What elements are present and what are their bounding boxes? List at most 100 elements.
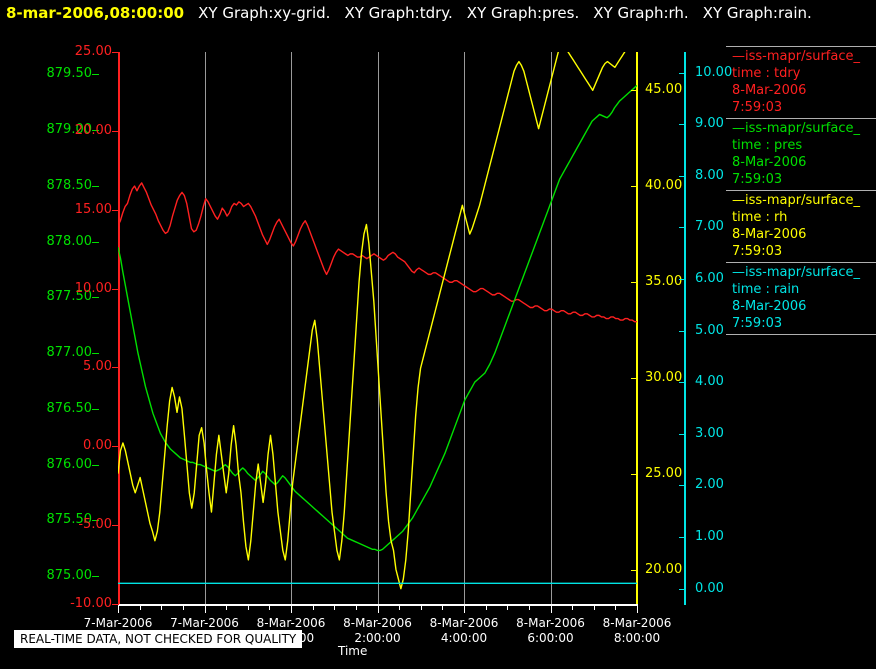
axis-tick-mark (92, 130, 99, 132)
axis-tick-mark (631, 282, 638, 283)
x-tick-time: 8:00:00 (613, 631, 661, 645)
x-tick-time: 4:00:00 (440, 631, 488, 645)
axis-tick-mark (92, 74, 99, 76)
axis-tick-label-pres: 879.50 (46, 66, 93, 82)
axis-tick-mark (92, 464, 99, 466)
x-axis-tick-label: 8-Mar-2006 6:00:00 (491, 616, 611, 646)
legend-entry-rh[interactable]: —iss-mapr/surface_ time : rh 8-Mar-2006 7:5… (726, 191, 876, 262)
axis-tick-mark (112, 525, 119, 527)
axis-tick-label-pres: 876.00 (46, 456, 93, 472)
axis-tick-label-rain: 8.00 (695, 167, 724, 183)
axis-tick-label-rain: 9.00 (695, 116, 724, 132)
axis-tick-mark (679, 72, 686, 74)
axis-tick-mark (112, 446, 119, 448)
x-axis-minor-tick (247, 606, 249, 610)
axis-tick-label-tdry: 15.00 (74, 201, 112, 217)
x-tick-date: 8-Mar-2006 (256, 616, 326, 630)
x-axis-tick-mark (377, 606, 379, 613)
axis-tick-label-rh: 45.00 (645, 82, 683, 98)
x-axis-tick-label: 8-Mar-2006 8:00:00 (577, 616, 697, 646)
axis-tick-label-pres: 878.00 (46, 233, 93, 249)
axis-tick-mark (679, 175, 686, 177)
x-tick-date: 7-Mar-2006 (170, 616, 239, 630)
axis-tick-label-pres: 875.00 (46, 568, 93, 584)
legend-date: 8-Mar-2006 (732, 155, 807, 170)
x-axis-minor-tick (226, 606, 228, 610)
legend-panel: —iss-mapr/surface_ time : tdry 8-Mar-2006 7… (726, 46, 876, 335)
x-tick-date: 8-Mar-2006 (429, 616, 499, 630)
axis-tick-label-rh: 25.00 (645, 465, 683, 481)
axis-tick-label-rh: 35.00 (645, 274, 683, 289)
axis-tick-mark (112, 130, 119, 132)
axis-tick-mark (631, 569, 638, 571)
title-timestamp: 8-mar-2006,08:00:00 (6, 4, 185, 22)
data-traces (118, 52, 637, 604)
axis-tick-label-rain: 10.00 (695, 64, 733, 80)
legend-time: 7:59:03 (732, 244, 783, 259)
x-tick-time: 2:00:00 (354, 631, 401, 645)
axis-tick-mark (631, 377, 638, 379)
x-axis-minor-tick (485, 606, 487, 610)
axis-tick-label-rh: 40.00 (645, 178, 683, 194)
legend-time: 7:59:03 (732, 172, 783, 187)
x-axis-tick-label: 8-Mar-2006 2:00:00 (318, 616, 438, 646)
axis-tick-label-pres: 876.50 (46, 400, 93, 416)
x-axis-minor-tick (139, 606, 141, 610)
legend-separator (726, 118, 876, 119)
axis-tick-label-pres: 877.00 (46, 345, 93, 361)
legend-date: 8-Mar-2006 (732, 299, 807, 314)
legend-variable: time : tdry (732, 66, 801, 81)
x-axis-minor-tick (507, 606, 509, 610)
title-bar: 8-mar-2006,08:00:00 XY Graph:xy-grid. XY… (0, 0, 876, 26)
legend-variable: time : rh (732, 210, 788, 225)
legend-separator (726, 262, 876, 263)
axis-tick-label-tdry: -10.00 (70, 596, 112, 611)
axis-tick-label-pres: 879.00 (46, 122, 93, 138)
x-axis-minor-tick (615, 606, 617, 610)
title-graph-xy-grid[interactable]: XY Graph:xy-grid. (198, 4, 331, 22)
legend-variable: time : pres (732, 138, 803, 153)
axis-tick-label-pres: 878.50 (46, 177, 93, 193)
axis-tick-label-tdry: -5.00 (78, 517, 112, 533)
x-axis-minor-tick (420, 606, 422, 610)
axis-tick-mark (112, 288, 119, 290)
axis-tick-mark (679, 124, 686, 126)
axis-tick-label-tdry: 0.00 (83, 438, 112, 454)
x-axis-minor-tick (593, 606, 595, 610)
x-tick-date: 8-Mar-2006 (516, 616, 585, 630)
x-axis-minor-tick (182, 606, 184, 610)
title-graph-tdry[interactable]: XY Graph:tdry. (344, 4, 453, 22)
axis-spine-time (118, 604, 638, 606)
x-axis-minor-tick (334, 606, 336, 610)
x-tick-time: 6:00:00 (527, 631, 574, 645)
x-tick-date: 7-Mar-2006 (83, 616, 153, 630)
title-graph-rh[interactable]: XY Graph:rh. (593, 4, 689, 22)
axis-tick-mark (631, 90, 638, 92)
axis-tick-mark (679, 536, 686, 538)
axis-tick-label-rain: 6.00 (695, 270, 724, 286)
axis-tick-mark (631, 186, 638, 188)
axis-spine-rain (684, 52, 686, 605)
axis-tick-label-tdry: 10.00 (74, 280, 112, 296)
legend-entry-pres[interactable]: —iss-mapr/surface_ time : pres 8-Mar-2006 7… (726, 119, 876, 190)
axis-tick-label-rain: 2.00 (695, 477, 724, 493)
x-axis-minor-tick (161, 606, 163, 610)
title-graph-pres[interactable]: XY Graph:pres. (466, 4, 580, 22)
x-axis-minor-tick (269, 606, 271, 610)
plot-container: 875.00 875.50 876.00 876.50 877.00 877.50 878.… (0, 26, 733, 658)
axis-tick-mark (679, 433, 686, 435)
legend-entry-tdry[interactable]: —iss-mapr/surface_ time : tdry 8-Mar-2006 7… (726, 47, 876, 118)
title-graph-rain[interactable]: XY Graph:rain. (702, 4, 812, 22)
x-axis-tick-mark (550, 606, 552, 613)
legend-date: 8-Mar-2006 (732, 83, 807, 98)
legend-entry-rain[interactable]: —iss-mapr/surface_ time : rain 8-Mar-2006 7… (726, 263, 876, 334)
legend-dataset-label: —iss-mapr/surface_ (732, 265, 861, 280)
x-axis-label: Time (338, 644, 368, 658)
axis-tick-label-rain: 5.00 (695, 322, 724, 338)
axis-tick-mark (92, 297, 99, 299)
axis-tick-mark (92, 576, 99, 578)
axis-tick-label-rain: 1.00 (695, 528, 724, 544)
x-tick-date: 8-Mar-2006 (343, 616, 412, 630)
x-axis-tick-mark (118, 606, 119, 613)
